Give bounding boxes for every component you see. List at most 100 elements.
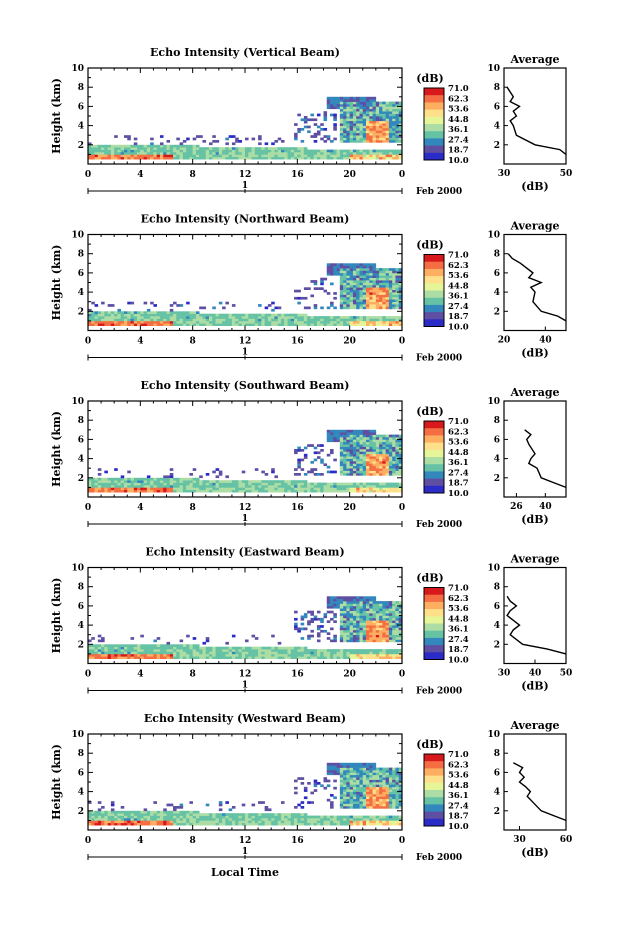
profile-y-tick-label: 10 xyxy=(487,64,500,74)
heatmap-cell xyxy=(120,149,125,153)
heatmap-cell xyxy=(254,813,259,816)
heatmap-cell xyxy=(362,135,367,138)
heatmap-cell xyxy=(343,304,347,307)
heatmap-cell xyxy=(336,263,341,266)
colorbar-tick-label: 36.1 xyxy=(448,625,469,635)
heatmap-cell xyxy=(97,634,102,638)
heatmap-cell xyxy=(339,320,344,324)
heatmap-cell xyxy=(251,313,256,317)
heatmap-cell xyxy=(110,810,115,814)
heatmap-cell xyxy=(349,275,354,278)
heatmap-cell xyxy=(323,629,328,633)
heatmap-cell xyxy=(284,480,288,483)
heatmap-cell xyxy=(388,111,393,114)
heatmap-cell xyxy=(362,470,367,474)
heatmap-cell xyxy=(385,653,390,657)
heatmap-cell xyxy=(349,154,354,158)
heatmap-cell xyxy=(346,806,350,809)
heatmap-cell xyxy=(182,485,187,488)
heatmap-cell xyxy=(385,116,390,119)
heatmap-cell xyxy=(88,156,92,160)
heatmap-cell xyxy=(382,292,386,295)
heatmap-cell xyxy=(352,289,357,293)
heatmap-cell xyxy=(107,323,112,326)
heatmap-cell xyxy=(343,470,347,474)
heatmap-cell xyxy=(372,101,377,105)
profile-x-tick-label: 40 xyxy=(529,669,542,679)
heatmap-cell xyxy=(398,116,403,119)
heatmap-cell xyxy=(290,653,295,657)
heatmap-cell xyxy=(320,820,324,824)
heatmap-cell xyxy=(101,313,105,317)
heatmap-cell xyxy=(303,627,308,631)
heatmap-cell xyxy=(153,801,157,804)
heatmap-cell xyxy=(346,318,350,322)
heatmap-cell xyxy=(330,106,334,110)
heatmap-cell xyxy=(339,149,344,153)
heatmap-cell xyxy=(251,813,256,816)
profile-line xyxy=(524,429,567,489)
heatmap-cell xyxy=(349,101,354,105)
heatmap-cell xyxy=(333,639,337,643)
heatmap-cell xyxy=(241,485,246,488)
heatmap-cell xyxy=(222,154,226,158)
heatmap-cell xyxy=(195,653,200,657)
heatmap-cell xyxy=(195,152,200,155)
heatmap-cell xyxy=(101,477,105,481)
heatmap-cell xyxy=(356,765,360,768)
heatmap-cell xyxy=(163,475,167,479)
profile-x-tick-label: 50 xyxy=(560,669,573,679)
heatmap-cell xyxy=(346,272,350,276)
heatmap-cell xyxy=(379,446,383,450)
heatmap-cell xyxy=(179,311,184,314)
heatmap-cell xyxy=(356,444,360,447)
heatmap-cell xyxy=(326,429,331,433)
heatmap-cell xyxy=(254,656,259,659)
heatmap-cell xyxy=(359,815,364,819)
heatmap-cell xyxy=(195,651,200,655)
heatmap-cell xyxy=(343,784,347,788)
heatmap-cell xyxy=(212,154,216,158)
heatmap-cell xyxy=(349,120,354,124)
heatmap-cell xyxy=(163,147,167,150)
heatmap-cell xyxy=(261,147,265,150)
heatmap-cell xyxy=(163,653,167,657)
heatmap-cell xyxy=(352,268,357,271)
heatmap-cell xyxy=(245,137,249,141)
heatmap-cell xyxy=(352,111,357,114)
heatmap-cell xyxy=(110,487,115,491)
heatmap-cell xyxy=(307,470,311,474)
heatmap-cell xyxy=(140,644,144,647)
heatmap-cell xyxy=(189,801,193,804)
colorbar-segment xyxy=(424,138,444,146)
heatmap-cell xyxy=(97,473,102,476)
heatmap-cell xyxy=(195,818,200,821)
day-label: 1 xyxy=(242,181,248,191)
heatmap-cell xyxy=(343,316,347,319)
heatmap-cell xyxy=(339,263,344,266)
heatmap-cell xyxy=(88,147,92,150)
heatmap-cell xyxy=(110,649,115,652)
heatmap-cell xyxy=(280,822,285,826)
heatmap-cell xyxy=(349,318,354,322)
heatmap-cell xyxy=(362,113,367,117)
heatmap-cell xyxy=(356,96,360,100)
heatmap-cell xyxy=(231,304,236,307)
heatmap-cell xyxy=(307,622,311,626)
heatmap-cell xyxy=(369,111,373,114)
heatmap-cell xyxy=(300,449,305,452)
heatmap-cell xyxy=(372,429,377,433)
heatmap-cell xyxy=(346,104,350,107)
heatmap-cell xyxy=(114,152,118,155)
heatmap-cell xyxy=(346,596,350,599)
heatmap-cell xyxy=(398,468,403,471)
heatmap-cell xyxy=(388,465,393,469)
heatmap-cell xyxy=(359,456,364,459)
heatmap-cell xyxy=(388,135,393,138)
heatmap-cell xyxy=(346,458,350,462)
heatmap-cell xyxy=(392,284,396,288)
heatmap-cell xyxy=(362,316,367,319)
heatmap-cell xyxy=(375,111,380,114)
colorbar-segment xyxy=(424,435,444,443)
heatmap-cell xyxy=(307,610,311,614)
